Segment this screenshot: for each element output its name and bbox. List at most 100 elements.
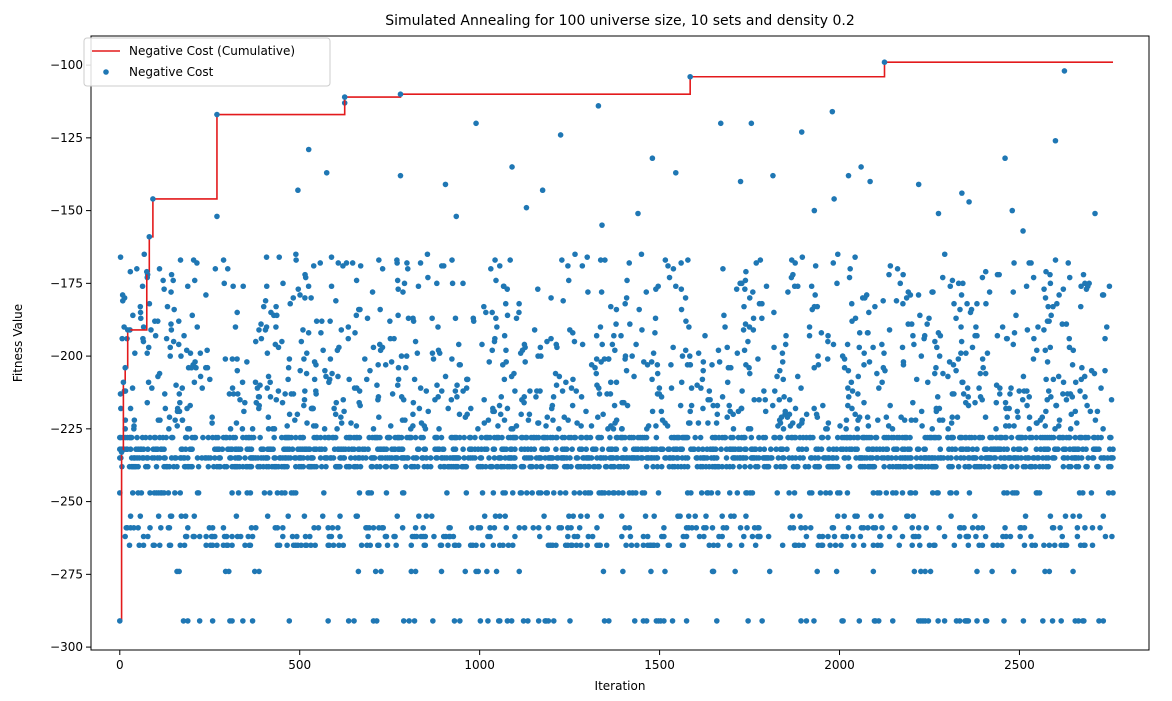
scatter-point <box>516 309 522 316</box>
scatter-point <box>870 490 877 496</box>
scatter-point <box>684 434 691 441</box>
scatter-point <box>534 286 541 292</box>
scatter-point <box>949 414 956 421</box>
scatter-point <box>763 283 770 290</box>
scatter-point <box>478 455 485 461</box>
scatter-point <box>136 542 143 549</box>
scatter-point <box>993 382 1000 388</box>
scatter-point <box>965 446 972 453</box>
scatter-point <box>209 524 216 531</box>
scatter-point <box>518 411 524 418</box>
scatter-point <box>509 542 516 549</box>
scatter-point <box>759 315 765 322</box>
scatter-point <box>1075 446 1082 453</box>
scatter-point <box>1047 271 1053 278</box>
scatter-point <box>274 524 281 531</box>
scatter-point <box>678 379 685 386</box>
scatter-point <box>696 533 703 540</box>
scatter-point <box>796 542 802 549</box>
scatter-point <box>605 356 612 362</box>
scatter-point <box>950 362 957 368</box>
scatter-point <box>262 298 269 304</box>
scatter-point <box>719 394 726 400</box>
scatter-point <box>1070 568 1076 575</box>
scatter-point <box>463 463 470 470</box>
scatter-point <box>155 513 162 519</box>
scatter-point <box>611 332 617 339</box>
scatter-point <box>300 463 307 470</box>
scatter-point <box>577 513 584 519</box>
scatter-point <box>1110 490 1116 496</box>
scatter-point <box>819 542 826 549</box>
scatter-point <box>611 402 618 409</box>
scatter-point <box>163 335 170 342</box>
scatter-point <box>140 446 147 453</box>
scatter-point <box>636 306 642 313</box>
scatter-point <box>893 455 899 461</box>
scatter-point <box>819 434 826 441</box>
scatter-point <box>162 455 168 461</box>
scatter-point <box>410 411 416 418</box>
scatter-point <box>741 303 747 310</box>
scatter-point <box>1031 335 1037 342</box>
scatter-point <box>966 490 973 496</box>
scatter-point <box>462 414 469 421</box>
scatter-point <box>907 446 913 453</box>
scatter-point <box>843 533 850 540</box>
scatter-point <box>554 344 560 351</box>
scatter-point <box>811 364 818 371</box>
scatter-point <box>262 327 269 333</box>
scatter-point <box>544 414 551 421</box>
scatter-point <box>627 533 634 540</box>
scatter-point <box>695 446 702 453</box>
scatter-point <box>745 618 751 624</box>
scatter-point <box>1026 394 1033 400</box>
scatter-point <box>726 402 733 409</box>
scatter-point <box>644 362 651 368</box>
scatter-point <box>613 446 620 453</box>
scatter-point <box>470 315 477 322</box>
scatter-point <box>666 274 673 281</box>
scatter-point <box>1044 396 1051 403</box>
scatter-point <box>618 513 625 519</box>
scatter-point <box>800 542 806 549</box>
scatter-point <box>457 362 464 368</box>
scatter-point <box>1102 533 1109 540</box>
scatter-point <box>337 513 343 519</box>
scatter-point <box>765 533 772 540</box>
scatter-point <box>1069 362 1076 368</box>
scatter-point <box>860 542 867 549</box>
scatter-point <box>714 618 720 624</box>
scatter-point <box>955 356 962 362</box>
scatter-point <box>940 455 947 461</box>
scatter-point <box>1028 533 1034 540</box>
scatter-point <box>374 382 380 388</box>
scatter-point <box>569 402 576 409</box>
scatter-point <box>1046 542 1053 549</box>
scatter-point <box>837 490 843 496</box>
scatter-point <box>167 542 174 549</box>
scatter-point <box>559 388 566 394</box>
scatter-point <box>834 463 841 470</box>
y-tick-label: −225 <box>50 422 83 436</box>
scatter-point <box>1060 463 1067 470</box>
scatter-point <box>345 324 352 330</box>
scatter-point <box>723 524 730 531</box>
scatter-point <box>250 434 257 441</box>
scatter-point <box>656 385 663 391</box>
scatter-point <box>574 455 581 461</box>
scatter-point <box>423 513 430 519</box>
scatter-point <box>1033 434 1040 441</box>
scatter-point <box>500 542 506 549</box>
scatter-point <box>619 426 625 432</box>
scatter-point <box>1007 391 1013 397</box>
scatter-point <box>454 394 460 400</box>
scatter-point <box>731 513 737 519</box>
scatter-point <box>893 490 899 496</box>
scatter-point <box>192 434 199 441</box>
scatter-point <box>1006 423 1012 429</box>
scatter-point <box>1010 341 1017 348</box>
scatter-point <box>592 364 598 371</box>
scatter-point <box>881 350 887 356</box>
scatter-point <box>953 315 959 322</box>
